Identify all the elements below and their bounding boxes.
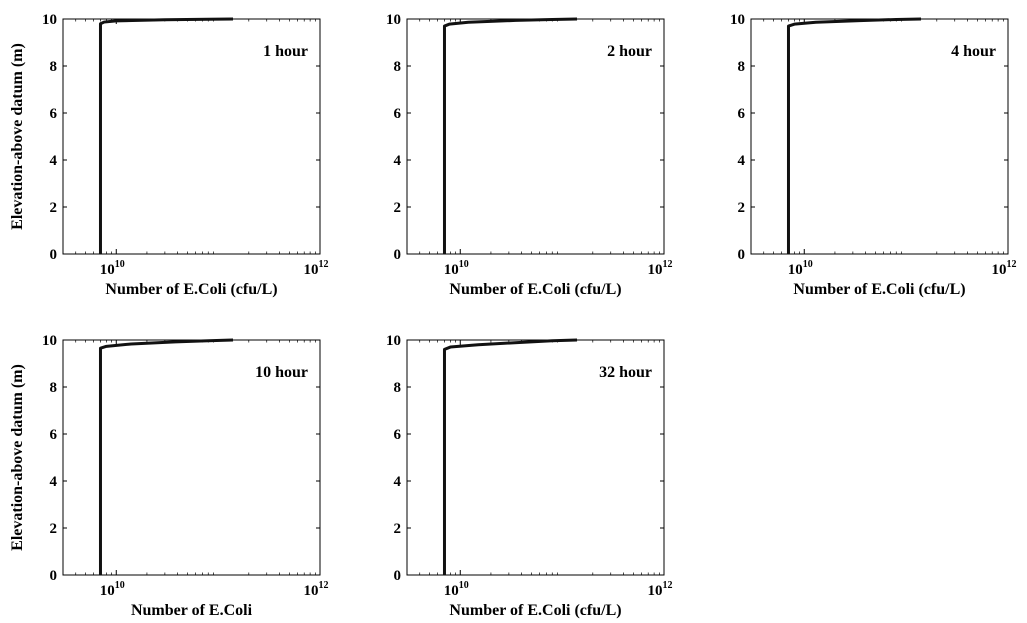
y-tick-label: 8 [394,380,402,396]
y-tick-label: 6 [738,106,746,122]
time-annotation: 2 hour [607,43,652,60]
x-tick-label: 1010 [788,259,813,278]
x-tick-label: 1012 [992,259,1017,278]
y-tick-label: 10 [386,12,401,28]
y-tick-label: 6 [394,427,402,443]
x-axis-label: Number of E.Coli [131,602,253,619]
x-tick-label: 1012 [304,259,329,278]
y-tick-label: 0 [738,247,746,263]
y-tick-label: 8 [50,380,58,396]
series-line [98,338,234,575]
x-tick-label: 1010 [444,259,469,278]
y-tick-label: 2 [50,521,58,537]
y-tick-label: 6 [50,427,58,443]
y-tick-label: 8 [738,59,746,75]
y-tick-label: 2 [50,200,58,216]
y-tick-label: 2 [738,200,746,216]
y-tick-label: 4 [738,153,746,169]
y-axis-label: Elevation-above datum (m) [9,364,26,551]
x-tick-label: 1012 [648,580,673,599]
x-axis-label: Number of E.Coli (cfu/L) [449,281,621,298]
y-tick-label: 2 [394,200,402,216]
x-tick-label: 1010 [100,259,125,278]
time-annotation: 32 hour [599,364,652,381]
series-line [786,17,922,254]
x-axis-label: Number of E.Coli (cfu/L) [105,281,277,298]
y-axis-label: Elevation-above datum (m) [9,43,26,230]
x-tick-label: 1010 [100,580,125,599]
y-tick-label: 6 [50,106,58,122]
time-annotation: 4 hour [951,43,996,60]
time-annotation: 1 hour [263,43,308,60]
x-tick-label: 1010 [444,580,469,599]
plot-frame [406,339,665,576]
time-annotation: 10 hour [255,364,308,381]
y-tick-label: 4 [394,153,402,169]
series-line [442,338,578,575]
y-tick-label: 0 [394,247,402,263]
y-tick-label: 10 [730,12,745,28]
y-tick-label: 10 [42,12,57,28]
y-tick-label: 10 [42,333,57,349]
y-tick-label: 4 [50,474,58,490]
y-tick-label: 6 [394,106,402,122]
series-line [98,17,234,254]
x-axis-label: Number of E.Coli (cfu/L) [449,602,621,619]
y-tick-label: 0 [50,247,58,263]
series-line [442,17,578,254]
y-tick-label: 4 [50,153,58,169]
x-axis-label: Number of E.Coli (cfu/L) [793,281,965,298]
y-tick-label: 2 [394,521,402,537]
x-tick-label: 1012 [304,580,329,599]
y-tick-label: 8 [50,59,58,75]
y-tick-label: 0 [50,568,58,584]
x-tick-label: 1012 [648,259,673,278]
y-tick-label: 4 [394,474,402,490]
y-tick-label: 8 [394,59,402,75]
y-tick-label: 10 [386,333,401,349]
y-tick-label: 0 [394,568,402,584]
